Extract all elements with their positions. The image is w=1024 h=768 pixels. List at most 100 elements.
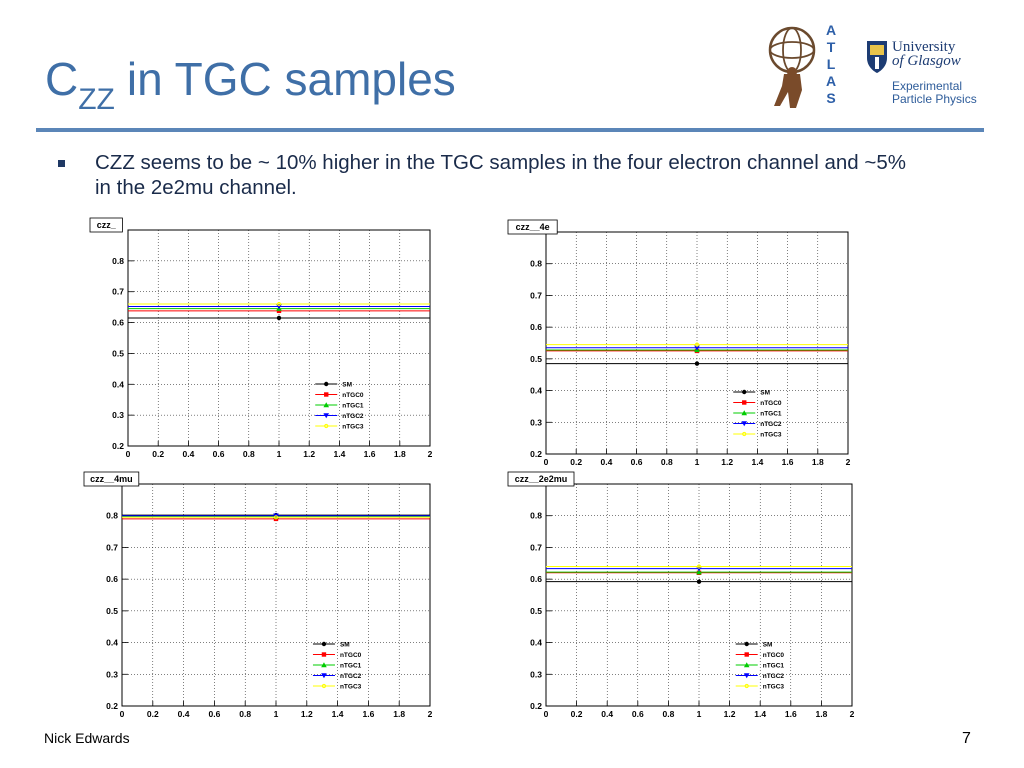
legend-marker <box>742 431 747 437</box>
x-tick-label: 0 <box>544 457 549 467</box>
legend-marker <box>321 673 327 679</box>
data-point-ntgc3 <box>273 515 279 520</box>
atlas-letter: A <box>825 22 837 38</box>
y-tick-label: 0.4 <box>106 638 118 648</box>
y-tick-label: 0.2 <box>106 701 118 711</box>
page-number: 7 <box>962 730 971 747</box>
legend-marker <box>741 410 748 416</box>
x-tick-label: 1.2 <box>303 449 315 459</box>
legend-entry: SM <box>342 382 352 389</box>
author: Nick Edwards <box>44 730 130 746</box>
data-point-ntgc3 <box>696 564 702 569</box>
legend-entry: SM <box>763 642 773 649</box>
legend-entry: nTGC1 <box>340 663 362 670</box>
legend-marker <box>324 381 329 387</box>
chart-title: czz_ <box>97 220 117 230</box>
y-tick-label: 0.3 <box>530 417 542 427</box>
x-tick-label: 2 <box>428 449 433 459</box>
chart-title-box <box>83 471 140 487</box>
x-tick-label: 1.4 <box>751 457 763 467</box>
y-tick-label: 0.4 <box>530 638 542 648</box>
chart-svg: 0 0.2 0.4 0.6 0.8 1 1.2 1.4 1.6 1.8 20.20.30.40.50… <box>507 219 851 467</box>
atlas-figure-icon <box>768 26 816 108</box>
x-tick-label: 0.4 <box>178 709 190 719</box>
glasgow-name-line2: of Glasgow <box>892 53 961 69</box>
x-tick-label: 1.6 <box>364 449 376 459</box>
x-tick-label: 0.6 <box>208 709 220 719</box>
x-tick-label: 1 <box>277 449 282 459</box>
data-point-ntgc2 <box>694 345 700 351</box>
x-tick-label: 1.6 <box>785 709 797 719</box>
bullet-marker <box>58 160 65 167</box>
x-tick-label: 0 <box>126 449 131 459</box>
y-tick-label: 0.6 <box>530 574 542 584</box>
legend-entry: nTGC0 <box>760 400 782 407</box>
chart-czz-4e: 0 0.2 0.4 0.6 0.8 1 1.2 1.4 1.6 1.8 2 0.2 0.3 0.4 0.5 0… <box>496 216 858 468</box>
y-tick-label: 0.8 <box>112 256 124 266</box>
x-tick-label: 1.4 <box>333 449 345 459</box>
atlas-letter: L <box>826 56 836 72</box>
legend-marker <box>744 641 749 647</box>
y-tick-label: 0.4 <box>112 379 124 389</box>
chart-title: czz__4mu <box>90 474 133 484</box>
data-point-ntgc1 <box>696 569 702 575</box>
y-tick-label: 0.3 <box>530 669 542 679</box>
legend-marker <box>324 423 329 429</box>
legend-entry: nTGC2 <box>342 413 364 420</box>
atlas-letter: A <box>825 73 837 89</box>
x-tick-label: 0.6 <box>631 457 643 467</box>
y-tick-label: 0.8 <box>530 259 542 269</box>
x-tick-label: 1.4 <box>754 709 766 719</box>
y-tick-label: 0.7 <box>112 287 124 297</box>
legend-marker <box>323 402 330 408</box>
data-point-sm <box>276 315 282 321</box>
x-tick-label: 1.8 <box>393 709 405 719</box>
x-tick-label: 1 <box>274 709 279 719</box>
x-tick-label: 0.8 <box>661 457 673 467</box>
atlas-letter: S <box>826 90 836 106</box>
x-tick-label: 0.8 <box>243 449 255 459</box>
x-tick-label: 0 <box>120 709 125 719</box>
x-tick-label: 0.8 <box>239 709 251 719</box>
glasgow-logo: University of Glasgow Experimental Parti… <box>866 38 978 108</box>
atlas-logo: A T L A S <box>762 22 842 112</box>
legend-marker <box>323 413 330 419</box>
chart-svg: 0 0.2 0.4 0.6 0.8 1 1.2 1.4 1.6 1.8 20.20.30.40.50… <box>89 217 433 459</box>
legend-entry: SM <box>340 642 350 649</box>
legend-entry: nTGC2 <box>760 421 782 428</box>
legend-entry: nTGC3 <box>760 432 782 439</box>
y-tick-label: 0.8 <box>530 511 542 521</box>
y-tick-label: 0.7 <box>530 542 542 552</box>
x-tick-label: 1.8 <box>394 449 406 459</box>
x-tick-label: 0.4 <box>182 449 194 459</box>
legend-entry: nTGC0 <box>340 652 362 659</box>
legend-marker <box>741 421 748 427</box>
x-tick-label: 1 <box>695 457 700 467</box>
legend-marker <box>742 389 747 395</box>
x-tick-label: 1 <box>697 709 702 719</box>
title-rest: in TGC samples <box>126 53 456 105</box>
x-tick-label: 0.2 <box>571 709 583 719</box>
chart-title-box <box>507 219 558 235</box>
bullet-text: CZZ seems to be ~ 10% higher in the TGC … <box>95 151 906 199</box>
x-tick-label: 2 <box>428 709 433 719</box>
atlas-letter: T <box>826 39 836 55</box>
legend-marker <box>321 683 327 689</box>
y-tick-label: 0.3 <box>106 669 118 679</box>
x-tick-label: 0.2 <box>152 449 164 459</box>
legend-entry: nTGC1 <box>760 411 782 418</box>
legend-marker <box>743 673 750 679</box>
y-tick-label: 0.8 <box>106 511 118 521</box>
legend-marker <box>321 652 327 657</box>
glasgow-dept-line1: Experimental <box>892 79 963 93</box>
legend-marker <box>321 662 327 668</box>
x-tick-label: 1.8 <box>815 709 827 719</box>
chart-svg: 0 0.2 0.4 0.6 0.8 1 1.2 1.4 1.6 1.8 20.20.30.40.50… <box>507 471 855 719</box>
x-tick-label: 0.6 <box>213 449 225 459</box>
data-point-sm <box>696 579 702 584</box>
x-tick-label: 0 <box>544 709 549 719</box>
data-point-sm <box>694 361 700 366</box>
x-tick-label: 1.6 <box>362 709 374 719</box>
y-tick-label: 0.5 <box>112 348 124 358</box>
x-tick-label: 0.8 <box>662 709 674 719</box>
